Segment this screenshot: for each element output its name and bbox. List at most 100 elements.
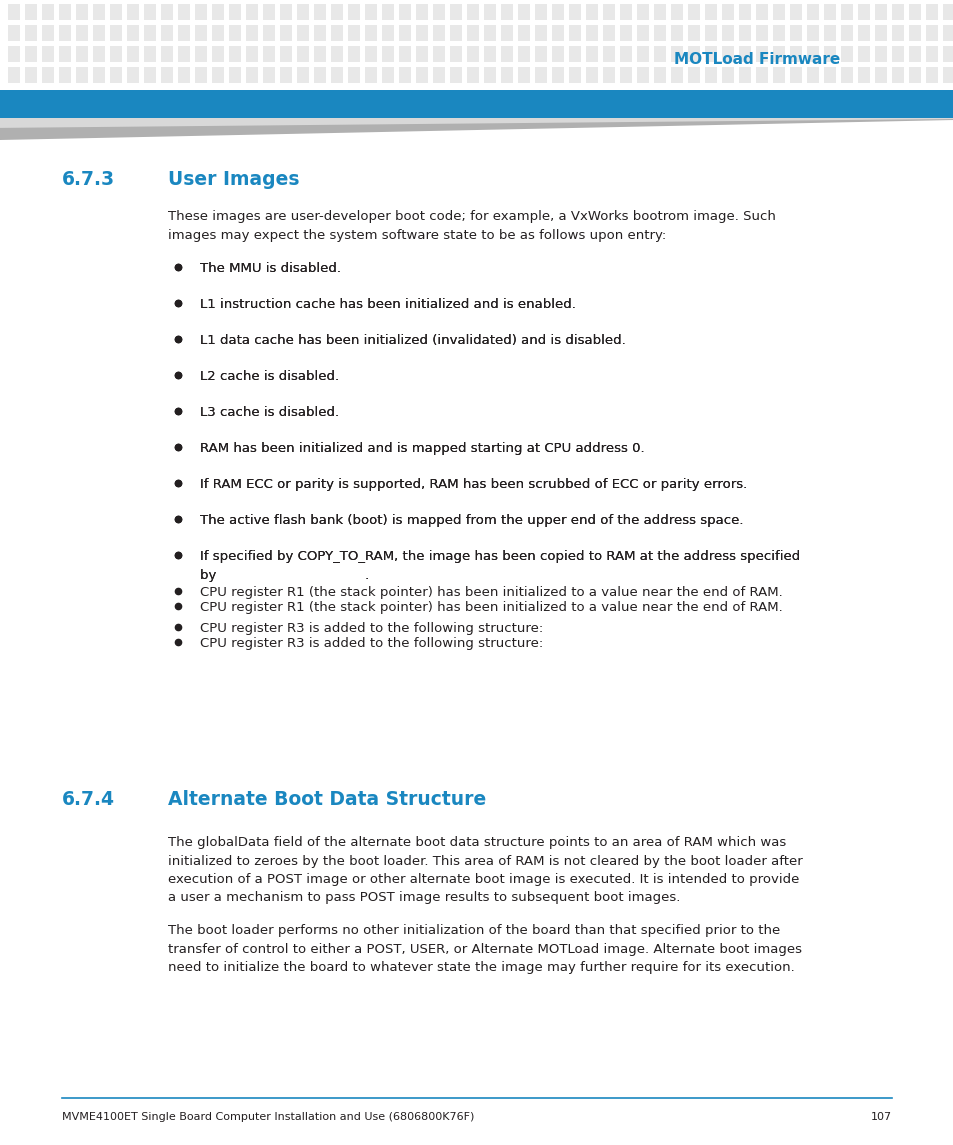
Bar <box>789 68 801 82</box>
Bar <box>619 3 631 19</box>
Bar <box>806 25 818 41</box>
Bar <box>806 68 818 82</box>
Bar <box>280 68 292 82</box>
Bar <box>637 3 648 19</box>
Text: 6.7.4: 6.7.4 <box>62 790 115 810</box>
Bar <box>552 3 563 19</box>
Bar <box>585 25 598 41</box>
Text: The boot loader performs no other initialization of the board than that specifie: The boot loader performs no other initia… <box>168 924 801 974</box>
Bar <box>331 68 343 82</box>
Bar <box>144 25 156 41</box>
Text: If RAM ECC or parity is supported, RAM has been scrubbed of ECC or parity errors: If RAM ECC or parity is supported, RAM h… <box>200 477 746 491</box>
Bar <box>127 3 139 19</box>
Bar <box>874 3 886 19</box>
Bar <box>857 3 869 19</box>
Bar <box>772 68 784 82</box>
Bar <box>348 46 359 62</box>
Bar <box>76 3 88 19</box>
Bar <box>670 46 682 62</box>
Bar <box>59 25 71 41</box>
Bar <box>619 25 631 41</box>
Bar <box>59 46 71 62</box>
Text: L3 cache is disabled.: L3 cache is disabled. <box>200 406 338 419</box>
Bar <box>654 3 665 19</box>
Text: These images are user-developer boot code; for example, a VxWorks bootrom image.: These images are user-developer boot cod… <box>168 210 775 242</box>
Bar <box>229 3 241 19</box>
Bar <box>296 25 309 41</box>
Bar <box>585 68 598 82</box>
Bar <box>416 3 428 19</box>
Bar <box>857 25 869 41</box>
Bar <box>92 25 105 41</box>
Bar <box>76 25 88 41</box>
Bar <box>433 68 444 82</box>
Bar <box>755 68 767 82</box>
Bar <box>823 68 835 82</box>
Bar <box>619 68 631 82</box>
Bar <box>229 68 241 82</box>
Bar <box>739 68 750 82</box>
Bar <box>92 68 105 82</box>
Bar <box>42 25 54 41</box>
Bar <box>450 68 461 82</box>
Bar <box>8 25 20 41</box>
Bar <box>0 90 953 118</box>
Text: RAM has been initialized and is mapped starting at CPU address 0.: RAM has been initialized and is mapped s… <box>200 442 644 455</box>
Bar <box>483 25 496 41</box>
Bar <box>467 68 478 82</box>
Bar <box>433 25 444 41</box>
Bar <box>314 3 326 19</box>
Text: The MMU is disabled.: The MMU is disabled. <box>200 262 340 275</box>
Bar <box>296 46 309 62</box>
Bar <box>891 25 903 41</box>
Bar <box>535 68 546 82</box>
Bar <box>127 68 139 82</box>
Bar <box>619 46 631 62</box>
Bar <box>280 3 292 19</box>
Bar <box>552 25 563 41</box>
Bar <box>654 46 665 62</box>
Bar <box>381 46 394 62</box>
Bar <box>857 46 869 62</box>
Bar <box>942 25 953 41</box>
Bar <box>59 3 71 19</box>
Bar <box>568 3 580 19</box>
Bar <box>704 3 717 19</box>
Bar <box>704 68 717 82</box>
Bar <box>194 46 207 62</box>
Bar <box>670 68 682 82</box>
Bar <box>755 3 767 19</box>
Bar <box>908 25 920 41</box>
Bar <box>246 46 257 62</box>
Bar <box>535 46 546 62</box>
Bar <box>246 3 257 19</box>
Bar <box>25 46 37 62</box>
Bar <box>568 25 580 41</box>
Bar <box>144 3 156 19</box>
Bar <box>483 68 496 82</box>
Bar <box>348 3 359 19</box>
Text: The globalData field of the alternate boot data structure points to an area of R: The globalData field of the alternate bo… <box>168 836 801 905</box>
Bar <box>110 3 122 19</box>
Text: If RAM ECC or parity is supported, RAM has been scrubbed of ECC or parity errors: If RAM ECC or parity is supported, RAM h… <box>200 477 746 491</box>
Bar <box>263 46 274 62</box>
Text: L3 cache is disabled.: L3 cache is disabled. <box>200 406 338 419</box>
Bar <box>212 68 224 82</box>
Bar <box>42 3 54 19</box>
Bar <box>841 46 852 62</box>
Bar <box>194 3 207 19</box>
Bar <box>823 25 835 41</box>
Bar <box>8 68 20 82</box>
Bar <box>687 68 700 82</box>
Bar <box>585 3 598 19</box>
Bar <box>483 3 496 19</box>
Polygon shape <box>0 118 953 140</box>
Bar <box>229 25 241 41</box>
Bar <box>721 25 733 41</box>
Bar <box>25 25 37 41</box>
Bar <box>76 68 88 82</box>
Bar <box>925 25 937 41</box>
Bar <box>670 25 682 41</box>
Bar <box>874 46 886 62</box>
Bar <box>772 46 784 62</box>
